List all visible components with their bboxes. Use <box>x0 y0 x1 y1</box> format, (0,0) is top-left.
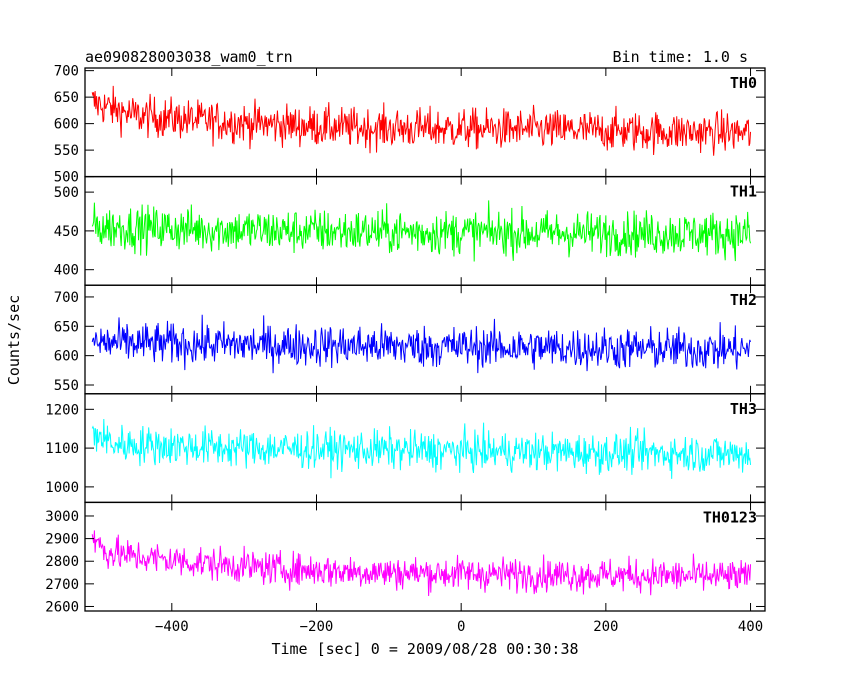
y-tick-label: 2600 <box>45 599 79 615</box>
y-tick-label: 1000 <box>45 480 79 496</box>
panels: 500 550 600 650 700 TH0 400 450 500 TH1 550 600 650 7… <box>45 64 766 615</box>
chart-title: ae090828003038_wam0_trn <box>85 48 293 66</box>
y-axis-label: Counts/sec <box>5 295 23 385</box>
y-tick-label: 1100 <box>45 441 79 457</box>
x-tick-label: 200 <box>593 619 618 635</box>
x-axis: −400 −200 0 200 400 <box>155 619 763 635</box>
y-tick-label: 500 <box>54 185 79 201</box>
y-tick-label: 700 <box>54 290 79 306</box>
panel-th2: 550 600 650 700 TH2 <box>54 284 766 395</box>
y-tick-label: 450 <box>54 224 79 240</box>
y-tick-label: 500 <box>54 170 79 186</box>
panel-name: TH1 <box>730 183 757 201</box>
x-tick-label: −400 <box>155 619 189 635</box>
x-tick-label: 0 <box>457 619 465 635</box>
y-tick-label: 550 <box>54 378 79 394</box>
bin-time-label: Bin time: 1.0 s <box>613 48 748 66</box>
x-tick-label: 400 <box>738 619 763 635</box>
y-tick-label: 3000 <box>45 509 79 525</box>
panel-name: TH3 <box>730 400 757 418</box>
y-tick-label: 550 <box>54 143 79 159</box>
panel-th1: 400 450 500 TH1 <box>54 175 766 286</box>
panel-th3: 1000 1100 1200 TH3 <box>45 393 766 504</box>
x-axis-label: Time [sec] 0 = 2009/08/28 00:30:38 <box>271 640 578 658</box>
series-th0 <box>91 85 752 156</box>
y-tick-label: 600 <box>54 349 79 365</box>
panel-frame <box>84 501 766 612</box>
series-th1 <box>91 200 752 262</box>
x-tick-label: −200 <box>300 619 334 635</box>
y-tick-label: 2800 <box>45 554 79 570</box>
series-th0123 <box>91 530 752 597</box>
series-th2 <box>91 314 752 374</box>
panel-name: TH0123 <box>703 508 757 526</box>
y-tick-label: 1200 <box>45 402 79 418</box>
y-tick-label: 700 <box>54 64 79 80</box>
y-tick-label: 600 <box>54 117 79 133</box>
y-tick-label: 2700 <box>45 577 79 593</box>
panel-name: TH0 <box>730 74 757 92</box>
y-tick-label: 2900 <box>45 532 79 548</box>
panel-name: TH2 <box>730 291 757 309</box>
y-tick-label: 650 <box>54 90 79 106</box>
y-tick-label: 650 <box>54 319 79 335</box>
series-th3 <box>91 419 752 479</box>
y-tick-label: 400 <box>54 263 79 279</box>
panel-th0: 500 550 600 650 700 TH0 <box>54 64 766 186</box>
panel-th0123: 2600 2700 2800 2900 3000 TH0123 <box>45 501 766 615</box>
